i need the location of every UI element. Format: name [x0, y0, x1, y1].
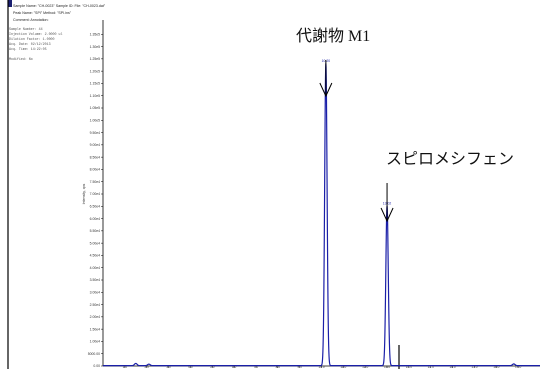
- x-tick-label: 13.0: [384, 365, 390, 369]
- peak-arrow-head: [319, 82, 333, 98]
- chromatogram-trace: [103, 63, 540, 367]
- x-tick-label: 10.0: [318, 365, 324, 369]
- x-tick-label: 3.0: [166, 365, 171, 369]
- y-tick-label: 1.35e5: [90, 32, 100, 36]
- y-tick-label: 9.50e4: [90, 131, 100, 135]
- x-tick-label: 2.0: [144, 365, 149, 369]
- y-tick-label: 8.50e4: [90, 155, 100, 159]
- file-header: Sample Name: "CH-0023" Sample ID: File: …: [13, 4, 283, 27]
- y-tick-label: 1.20e5: [90, 69, 100, 73]
- x-tick-label: 15.0: [428, 365, 434, 369]
- meta-row: Sample Number: 44: [9, 27, 43, 31]
- y-tick-label: 1.30e5: [90, 45, 100, 49]
- y-tick-label: 2.50e4: [90, 303, 100, 307]
- y-tick-label: 7.00e4: [90, 192, 100, 196]
- y-tick-label: 1.25e5: [90, 57, 100, 61]
- y-tick-label: 1.50e4: [90, 327, 100, 331]
- y-tick-label: 1.00e4: [90, 340, 100, 344]
- x-tick-label: 17.0: [471, 365, 477, 369]
- chart-ticks: 0.00 5000.00 1.00e4 1.50e4 2.00e4 2.50e4 3.00e…: [82, 32, 521, 369]
- y-tick-label: 5.00e4: [90, 241, 100, 245]
- header-line: Comment: Annotation:: [13, 18, 49, 22]
- peak1-annotation: 代謝物 M1: [296, 28, 371, 45]
- y-tick-label: 4.00e4: [90, 266, 100, 270]
- x-tick-label: 6.0: [232, 365, 237, 369]
- header-marker: [8, 0, 12, 7]
- x-tick-label: 9.0: [297, 365, 302, 369]
- y-tick-label: 6.50e4: [90, 204, 100, 208]
- meta-row: Dilution Factor: 1.0000: [9, 37, 55, 41]
- y-tick-label: 6.00e4: [90, 217, 100, 221]
- y-tick-label: 1.15e5: [90, 82, 100, 86]
- y-tick-label: 1.05e5: [90, 106, 100, 110]
- y-tick-label: 7.50e4: [90, 180, 100, 184]
- peak2-annotation: スピロメシフェン: [386, 151, 515, 168]
- y-axis-label: Intensity, cps: [82, 183, 86, 204]
- y-tick-label: 1.00e5: [90, 118, 100, 122]
- y-tick-label: 9.00e4: [90, 143, 100, 147]
- x-tick-label: 1.0: [123, 365, 128, 369]
- header-line: Sample Name: "CH-0023" Sample ID: File: …: [13, 4, 106, 8]
- x-tick-label: 7.0: [254, 365, 259, 369]
- x-tick-label: 4.0: [188, 365, 193, 369]
- y-tick-label: 4.50e4: [90, 254, 100, 258]
- peak-arrows: [319, 60, 394, 223]
- y-tick-label: 5.50e4: [90, 229, 100, 233]
- meta-row: Acq. Date: 02/12/2013: [9, 42, 51, 46]
- chart-trace: 10.2013.02: [103, 59, 540, 367]
- x-tick-label: 18.0: [493, 365, 499, 369]
- x-tick-label: 16.0: [449, 365, 455, 369]
- x-tick-label: 11.0: [340, 365, 346, 369]
- y-tick-label: 5000.00: [88, 352, 100, 356]
- x-tick-label: 14.0: [406, 365, 412, 369]
- meta-row: Acq. Time: 14:22:05: [9, 47, 47, 51]
- x-tick-label: 8.0: [276, 365, 281, 369]
- y-tick-label: 0.00: [93, 364, 100, 368]
- y-tick-label: 3.00e4: [90, 290, 100, 294]
- x-tick-label: 5.0: [210, 365, 215, 369]
- chart-axes: [7, 0, 540, 369]
- y-tick-label: 2.00e4: [90, 315, 100, 319]
- y-tick-label: 1.10e5: [90, 94, 100, 98]
- meta-row: Modified: No: [9, 57, 33, 61]
- y-tick-label: 8.00e4: [90, 168, 100, 172]
- y-tick-label: 3.50e4: [90, 278, 100, 282]
- header-line: Peak Name: "SPI" Method: "SPI.ins": [13, 11, 72, 15]
- meta-row: Injection Volume: 2.0000 ul: [9, 32, 63, 36]
- x-tick-label: 19.0: [515, 365, 521, 369]
- x-tick-label: 12.0: [362, 365, 368, 369]
- peak-arrow-head: [380, 207, 394, 223]
